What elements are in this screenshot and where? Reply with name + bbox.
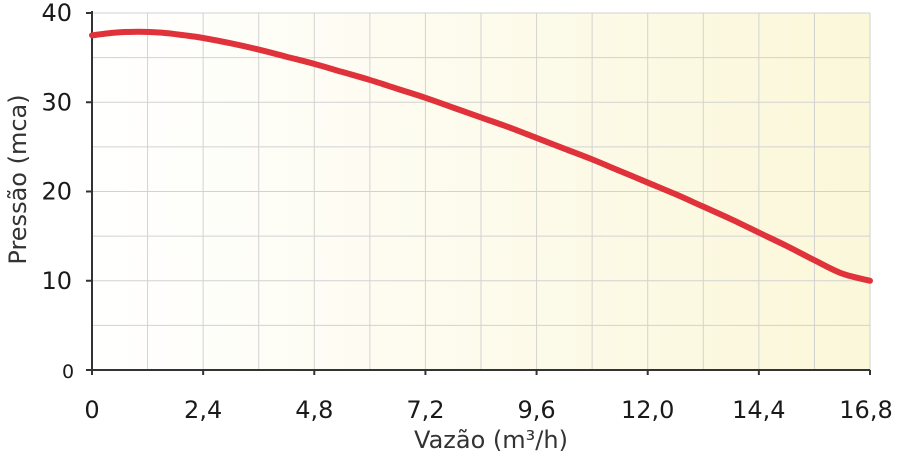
y-tick-label: 40 (41, 0, 72, 27)
x-tick-label: 12,0 (621, 396, 674, 424)
x-tick-label: 9,6 (517, 396, 555, 424)
y-tick-label: 10 (41, 267, 72, 295)
y-tick-label: 20 (41, 178, 72, 206)
y-tick-label: 30 (41, 88, 72, 116)
x-axis-title: Vazão (m³/h) (414, 426, 568, 454)
series-layer (89, 28, 873, 284)
grid (92, 12, 871, 370)
y-tick-label: 0 (62, 361, 74, 383)
x-tick-label: 14,4 (732, 396, 785, 424)
y-axis-title: Pressão (mca) (4, 94, 32, 264)
tick-labels: 0 2,4 4,8 7,2 9,6 12,0 14,4 16,8 0 10 20 30 40 (41, 0, 892, 424)
x-tick-label: 2,4 (184, 396, 222, 424)
x-tick-label: 0 (84, 396, 99, 424)
x-tick-label: 7,2 (406, 396, 444, 424)
axes (86, 11, 871, 375)
x-tick-label: 16,8 (839, 396, 892, 424)
x-tick-label: 4,8 (295, 396, 333, 424)
series-line (89, 28, 873, 284)
